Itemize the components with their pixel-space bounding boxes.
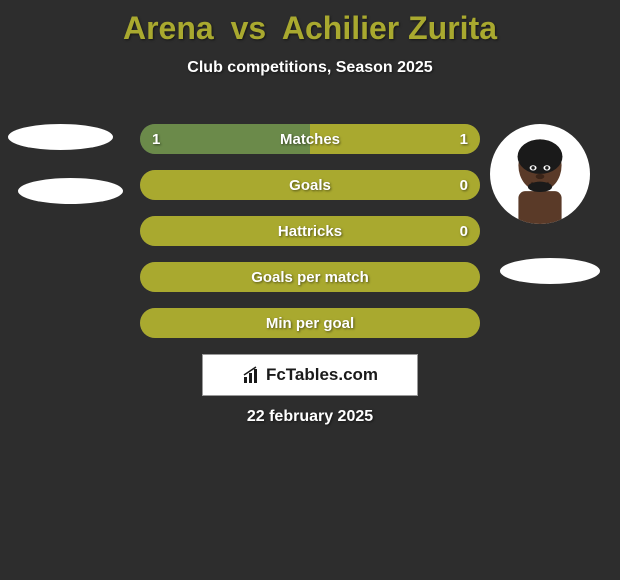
bar-label: Min per goal (266, 315, 354, 332)
chart-icon (242, 365, 262, 385)
comparison-bars: 1 1 Matches 0 Goals 0 Hattricks Goals per match… (140, 124, 480, 354)
stat-bar: 0 Hattricks (140, 216, 480, 246)
bar-label: Goals per match (251, 269, 369, 286)
bar-right-value: 0 (460, 223, 468, 240)
stat-bar: Min per goal (140, 308, 480, 338)
player2-avatar (490, 124, 590, 224)
stat-bar: Goals per match (140, 262, 480, 292)
bar-right-value: 1 (460, 131, 468, 148)
stat-bar: 1 1 Matches (140, 124, 480, 154)
bar-label: Matches (280, 131, 340, 148)
player2-avatar-placeholder-2 (500, 258, 600, 284)
player2-name: Achilier Zurita (282, 10, 497, 46)
player1-name: Arena (123, 10, 214, 46)
player2-avatar-icon (495, 129, 585, 224)
fctables-logo: FcTables.com (202, 354, 418, 396)
player1-avatar-placeholder-2 (18, 178, 123, 204)
bar-label: Goals (289, 177, 331, 194)
logo-text: FcTables.com (266, 365, 378, 385)
bar-left-value: 1 (152, 131, 160, 148)
subtitle: Club competitions, Season 2025 (0, 59, 620, 77)
bar-label: Hattricks (278, 223, 342, 240)
player1-avatar-placeholder-1 (8, 124, 113, 150)
comparison-title: Arena vs Achilier Zurita (0, 0, 620, 47)
date-text: 22 february 2025 (0, 408, 620, 426)
stat-bar: 0 Goals (140, 170, 480, 200)
bar-right-value: 0 (460, 177, 468, 194)
vs-text: vs (231, 10, 267, 46)
